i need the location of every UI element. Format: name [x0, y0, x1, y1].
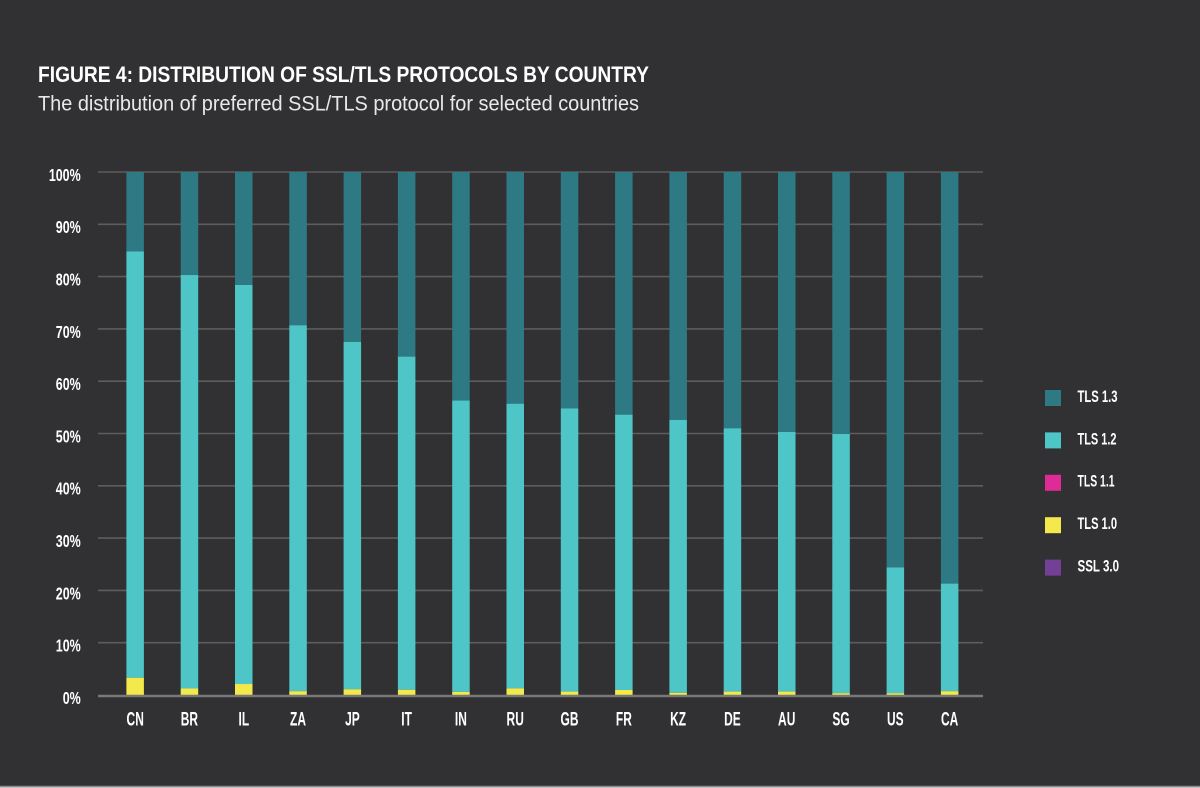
svg-text:SSL 3.0: SSL 3.0	[1078, 558, 1120, 576]
svg-text:CA: CA	[941, 708, 959, 730]
svg-text:10%: 10%	[56, 637, 81, 657]
svg-text:60%: 60%	[56, 375, 81, 395]
svg-text:50%: 50%	[56, 427, 81, 447]
svg-text:AU: AU	[778, 708, 795, 730]
svg-text:ZA: ZA	[290, 708, 306, 730]
svg-text:TLS 1.2: TLS 1.2	[1078, 430, 1117, 448]
svg-text:RU: RU	[507, 708, 524, 730]
svg-text:80%: 80%	[56, 270, 81, 290]
svg-text:IL: IL	[238, 708, 249, 730]
svg-text:GB: GB	[561, 708, 579, 730]
svg-text:40%: 40%	[56, 480, 81, 500]
svg-text:0%: 0%	[63, 689, 81, 709]
svg-text:100%: 100%	[49, 166, 81, 186]
svg-text:TLS 1.1: TLS 1.1	[1078, 473, 1115, 491]
svg-text:FIGURE 4: DISTRIBUTION OF SSL/: FIGURE 4: DISTRIBUTION OF SSL/TLS PROTOC…	[38, 62, 649, 87]
svg-text:KZ: KZ	[670, 708, 686, 730]
svg-text:TLS 1.3: TLS 1.3	[1078, 388, 1118, 406]
svg-text:FR: FR	[616, 708, 632, 730]
svg-text:The distribution of preferred: The distribution of preferred SSL/TLS pr…	[38, 93, 639, 116]
svg-text:BR: BR	[181, 708, 199, 730]
svg-text:DE: DE	[724, 708, 741, 730]
svg-text:US: US	[887, 708, 904, 730]
svg-text:IT: IT	[401, 708, 412, 730]
svg-text:SG: SG	[832, 708, 849, 730]
svg-text:90%: 90%	[56, 218, 81, 238]
svg-text:30%: 30%	[56, 532, 81, 552]
svg-text:TLS 1.0: TLS 1.0	[1078, 515, 1118, 533]
svg-text:JP: JP	[345, 708, 360, 730]
svg-text:70%: 70%	[56, 323, 81, 343]
svg-text:IN: IN	[455, 708, 467, 730]
svg-text:20%: 20%	[56, 584, 81, 604]
svg-text:CN: CN	[127, 708, 144, 730]
